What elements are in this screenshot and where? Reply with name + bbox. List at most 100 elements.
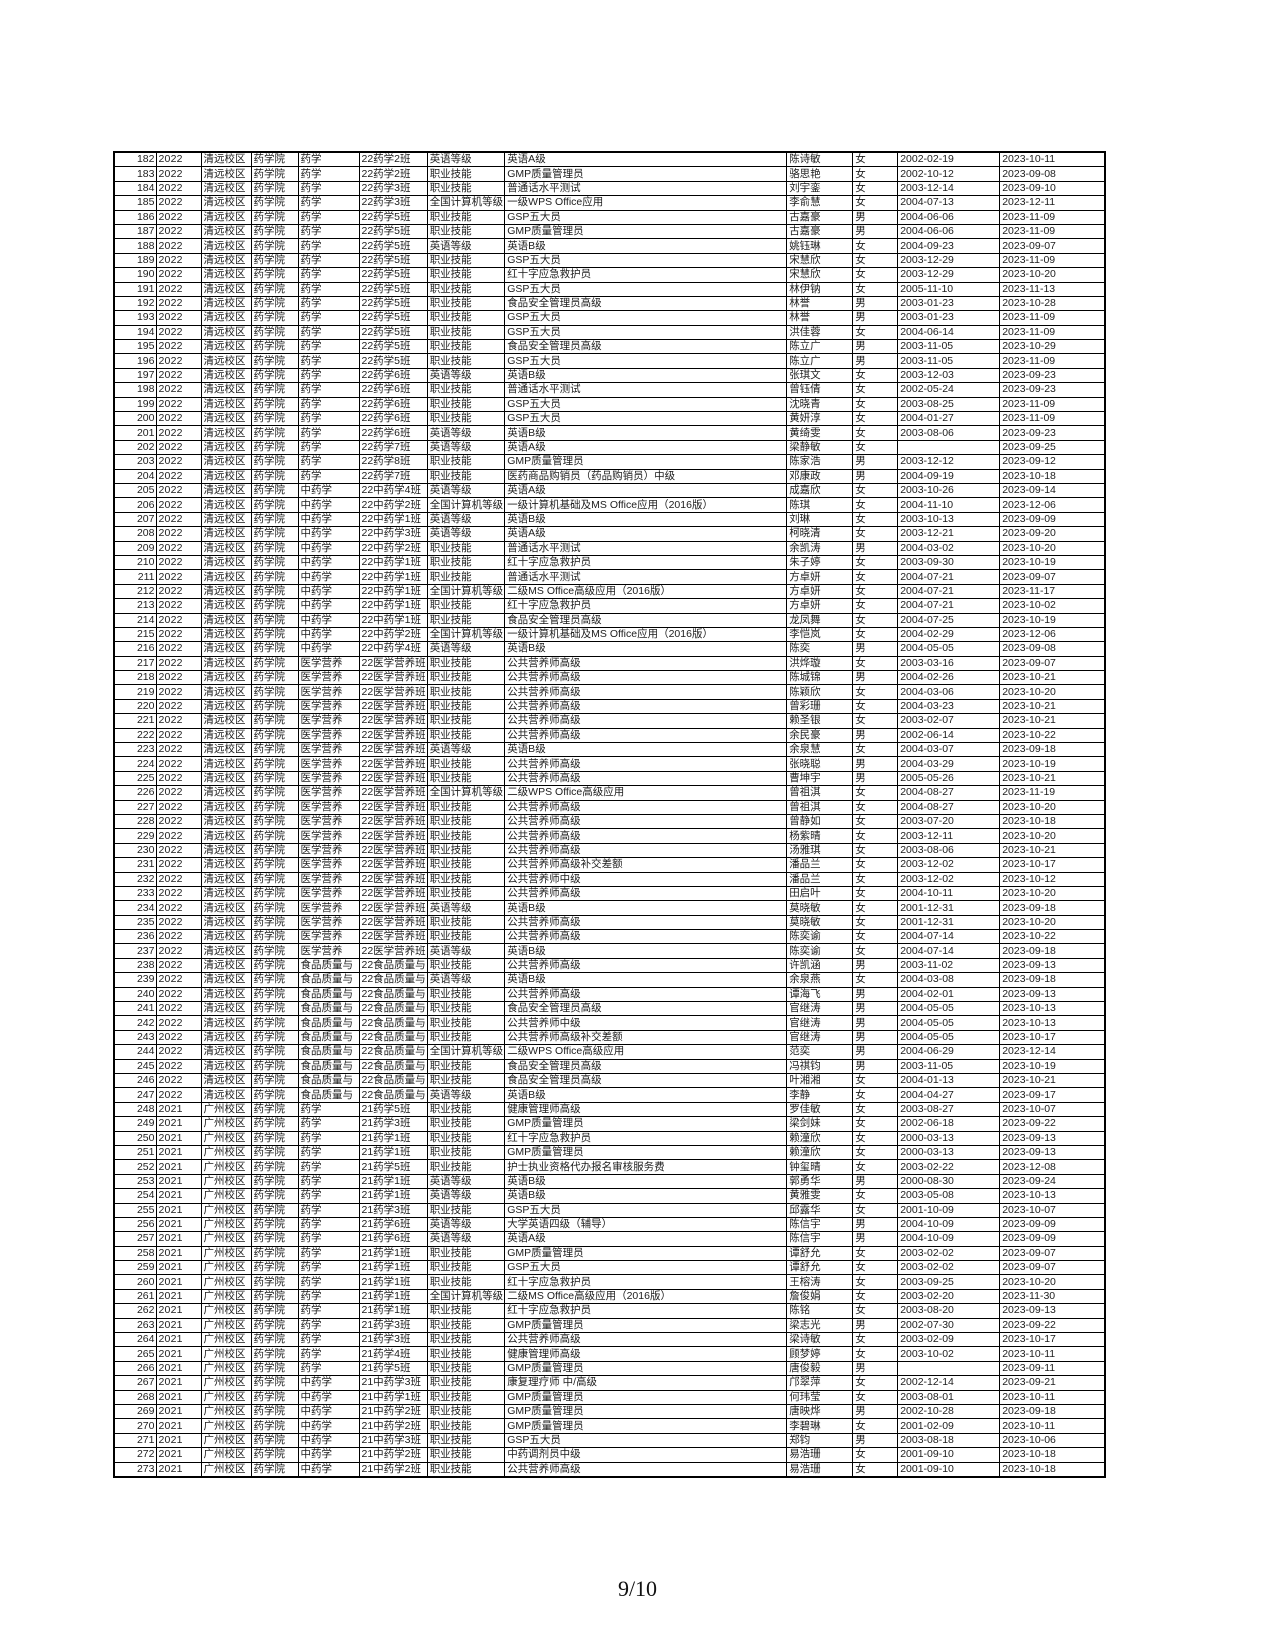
cell-major: 药学 — [297, 1159, 360, 1175]
cell-gender: 女 — [852, 238, 899, 254]
cell-major: 中药学 — [297, 554, 360, 571]
table-row: 184 2022 清远校区 药学院 药学 22药学3班 职业技能 普通话水平测试 刘宇銮女 200… — [113, 180, 1106, 197]
cell-cert_name: 公共营养师高级 — [504, 799, 788, 815]
cell-gender: 女 — [852, 411, 899, 427]
table-row: 255 2021 广州校区 药学院 药学 21药学3班 职业技能 GSP五大员 邱露华女 2001… — [113, 1202, 1106, 1218]
cell-birth_date: 2003-08-06 — [897, 425, 1001, 441]
cell-year: 2022 — [155, 1072, 202, 1089]
cell-major: 食品质量与 — [297, 1015, 360, 1031]
cell-campus: 清远校区 — [200, 468, 252, 484]
cell-birth_date: 2003-10-02 — [897, 1346, 1001, 1362]
cell-cert_type: 英语等级 — [426, 526, 506, 542]
cell-year: 2022 — [155, 411, 202, 427]
cell-issue_date: 2023-10-11 — [999, 151, 1106, 168]
cell-class: 22医学营养班 — [358, 727, 428, 744]
cell-cert_type: 职业技能 — [426, 554, 506, 571]
cell-name: 叶湘湘 — [786, 1072, 854, 1089]
cell-name: 赖潼欣 — [786, 1130, 854, 1146]
table-row: 249 2021 广州校区 药学院 药学 21药学3班 职业技能 GMP质量管理员 梁剑妹女 20… — [113, 1116, 1106, 1132]
cell-birth_date: 2000-03-13 — [897, 1130, 1001, 1146]
cell-gender: 女 — [852, 900, 899, 916]
cell-name: 陈奕谕 — [786, 929, 854, 945]
cell-cert_type: 职业技能 — [426, 756, 506, 772]
cell-name: 易浩珊 — [786, 1447, 854, 1463]
cell-gender: 男 — [852, 468, 899, 484]
cell-college: 药学院 — [250, 1188, 299, 1204]
cell-class: 22药学5班 — [358, 281, 428, 297]
cell-issue_date: 2023-09-18 — [999, 742, 1106, 758]
cell-birth_date: 2004-07-14 — [897, 943, 1001, 959]
cell-class: 21中药学1班 — [358, 1389, 428, 1405]
cell-issue_date: 2023-11-09 — [999, 411, 1106, 427]
cell-year: 2022 — [155, 454, 202, 470]
cell-major: 药学 — [297, 1346, 360, 1362]
cell-year: 2022 — [155, 209, 202, 225]
cell-class: 21药学1班 — [358, 1303, 428, 1319]
cell-college: 药学院 — [250, 1058, 299, 1075]
cell-major: 药学 — [297, 1144, 360, 1161]
cell-cert_type: 职业技能 — [426, 727, 506, 744]
cell-campus: 广州校区 — [200, 1231, 252, 1247]
cell-name: 郭勇华 — [786, 1173, 854, 1190]
cell-class: 22药学5班 — [358, 353, 428, 369]
cell-birth_date: 2003-10-13 — [897, 511, 1001, 528]
cell-class: 22药学6班 — [358, 382, 428, 398]
table-row: 226 2022 清远校区 药学院 医学营养 22医学营养班 全国计算机等级 二级WPS Of… — [113, 785, 1106, 801]
cell-cert_name: GMP质量管理员 — [504, 1317, 788, 1334]
cell-row_no: 229 — [113, 828, 157, 844]
cell-birth_date: 2003-12-11 — [897, 828, 1001, 844]
cell-class: 22药学3班 — [358, 195, 428, 211]
cell-campus: 清远校区 — [200, 799, 252, 815]
cell-class: 21药学1班 — [358, 1245, 428, 1262]
cell-cert_type: 职业技能 — [426, 411, 506, 427]
cell-name: 刘宇銮 — [786, 180, 854, 197]
cell-name: 方卓妍 — [786, 583, 854, 600]
cell-birth_date: 2004-05-05 — [897, 1001, 1001, 1017]
cell-college: 药学院 — [250, 511, 299, 528]
cell-row_no: 264 — [113, 1332, 157, 1348]
cell-issue_date: 2023-09-22 — [999, 1317, 1106, 1334]
cell-gender: 女 — [852, 1389, 899, 1405]
cell-major: 药学 — [297, 1173, 360, 1190]
cell-campus: 清远校区 — [200, 727, 252, 744]
cell-gender: 女 — [852, 598, 899, 614]
cell-major: 药学 — [297, 468, 360, 484]
cell-row_no: 190 — [113, 267, 157, 283]
cell-gender: 女 — [852, 698, 899, 715]
cell-cert_name: 二级WPS Office高级应用 — [504, 1044, 788, 1060]
cell-college: 药学院 — [250, 180, 299, 197]
cell-major: 药学 — [297, 353, 360, 369]
cell-cert_name: 公共营养师高级 — [504, 828, 788, 844]
cell-cert_name: 公共营养师高级 — [504, 698, 788, 715]
cell-campus: 清远校区 — [200, 1015, 252, 1031]
cell-cert_name: 红十字应急救护员 — [504, 1274, 788, 1290]
cell-campus: 广州校区 — [200, 1303, 252, 1319]
cell-issue_date: 2023-09-23 — [999, 367, 1106, 384]
cell-issue_date: 2023-10-13 — [999, 1188, 1106, 1204]
cell-name: 梁诗敏 — [786, 1332, 854, 1348]
table-row: 195 2022 清远校区 药学院 药学 22药学5班 职业技能 食品安全管理员高级 陈立广男 2… — [113, 339, 1106, 355]
cell-year: 2022 — [155, 439, 202, 456]
cell-cert_name: 红十字应急救护员 — [504, 267, 788, 283]
cell-major: 医学营养 — [297, 655, 360, 672]
cell-major: 药学 — [297, 1360, 360, 1377]
cell-year: 2021 — [155, 1274, 202, 1290]
cell-major: 中药学 — [297, 511, 360, 528]
cell-gender: 女 — [852, 972, 899, 988]
cell-college: 药学院 — [250, 727, 299, 744]
cell-major: 药学 — [297, 151, 360, 168]
cell-campus: 清远校区 — [200, 813, 252, 830]
cell-college: 药学院 — [250, 799, 299, 815]
cell-birth_date: 2003-12-14 — [897, 180, 1001, 197]
cell-major: 药学 — [297, 166, 360, 182]
cell-issue_date: 2023-10-17 — [999, 857, 1106, 873]
cell-class: 22药学7班 — [358, 439, 428, 456]
cell-issue_date: 2023-12-06 — [999, 626, 1106, 643]
cell-class: 21药学3班 — [358, 1332, 428, 1348]
cell-issue_date: 2023-09-10 — [999, 180, 1106, 197]
cell-campus: 清远校区 — [200, 295, 252, 312]
cell-name: 潘品兰 — [786, 871, 854, 887]
cell-issue_date: 2023-11-09 — [999, 209, 1106, 225]
cell-issue_date: 2023-09-18 — [999, 972, 1106, 988]
cell-year: 2021 — [155, 1188, 202, 1204]
